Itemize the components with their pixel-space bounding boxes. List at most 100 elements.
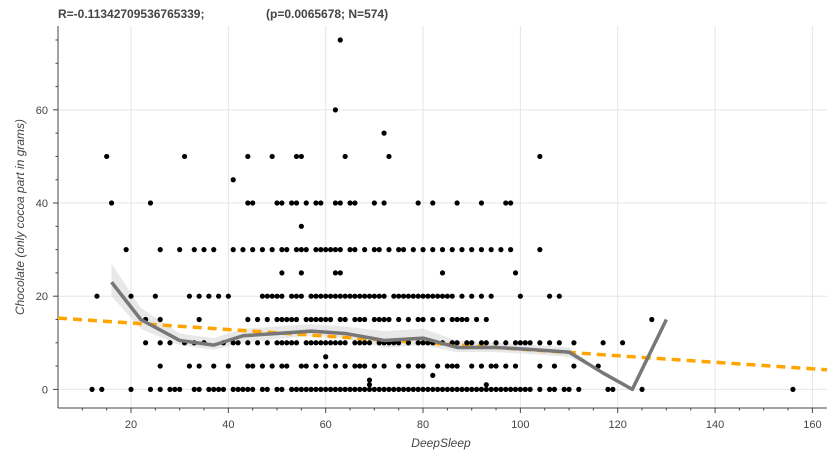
regression-line xyxy=(57,316,828,372)
data-point xyxy=(240,386,246,392)
data-point xyxy=(488,247,494,253)
data-point xyxy=(415,316,421,323)
data-point xyxy=(517,293,523,299)
data-point xyxy=(352,386,358,392)
x-axis-label: DeepSleep xyxy=(411,436,471,450)
data-point xyxy=(435,386,441,392)
data-point xyxy=(444,293,450,299)
data-point xyxy=(415,340,421,346)
data-point xyxy=(391,293,397,299)
data-point xyxy=(469,363,475,369)
data-point xyxy=(225,293,231,299)
data-point xyxy=(566,386,572,392)
data-point xyxy=(498,386,504,392)
data-point xyxy=(303,363,309,369)
data-point xyxy=(498,247,504,253)
data-point xyxy=(464,386,470,392)
data-point xyxy=(517,340,523,346)
data-point xyxy=(371,363,377,369)
data-point xyxy=(362,386,368,392)
data-point xyxy=(571,340,577,346)
data-point xyxy=(342,153,348,160)
data-point xyxy=(430,316,436,323)
data-point xyxy=(362,247,368,253)
data-point xyxy=(293,200,300,206)
data-point xyxy=(410,247,416,253)
data-point xyxy=(206,386,212,392)
data-point xyxy=(269,153,275,160)
data-point xyxy=(483,382,489,388)
data-point xyxy=(488,293,494,299)
data-point xyxy=(298,153,304,160)
data-point xyxy=(342,316,348,323)
data-point xyxy=(318,340,324,346)
data-point xyxy=(279,316,285,323)
smooth-curve xyxy=(110,281,668,392)
data-point xyxy=(366,293,373,299)
data-point xyxy=(191,386,197,392)
data-point xyxy=(298,386,304,392)
data-point xyxy=(420,363,426,369)
data-point xyxy=(337,200,343,206)
data-point xyxy=(430,247,436,253)
data-point xyxy=(298,270,304,276)
data-point xyxy=(410,293,416,299)
data-point xyxy=(362,363,368,369)
data-point xyxy=(415,363,421,369)
data-point xyxy=(313,200,319,206)
data-point xyxy=(420,316,426,323)
data-point xyxy=(274,386,280,392)
data-point xyxy=(400,386,407,392)
data-point xyxy=(537,386,543,392)
data-point xyxy=(357,363,363,369)
data-point xyxy=(318,293,324,299)
y-axis-label: Chocolate (only cocoa part in grams) xyxy=(13,119,27,315)
data-point xyxy=(376,316,382,323)
data-point xyxy=(157,363,163,369)
data-point xyxy=(439,293,446,299)
data-point xyxy=(327,316,334,323)
data-point xyxy=(308,316,314,323)
data-point xyxy=(323,354,329,360)
data-point xyxy=(352,200,358,206)
data-point xyxy=(337,247,343,253)
data-point xyxy=(512,270,519,276)
data-point xyxy=(649,316,655,323)
data-point xyxy=(352,316,358,323)
data-point xyxy=(284,363,290,369)
data-point xyxy=(512,340,519,346)
data-point xyxy=(454,200,460,206)
data-point xyxy=(342,363,348,369)
data-point xyxy=(293,153,300,160)
data-point xyxy=(104,153,110,160)
data-point xyxy=(108,200,115,206)
data-point xyxy=(230,177,236,183)
data-point xyxy=(245,200,251,206)
data-point xyxy=(342,293,348,299)
data-point xyxy=(376,247,382,253)
data-point xyxy=(128,293,134,299)
data-point xyxy=(420,340,426,346)
data-point xyxy=(366,340,373,346)
data-point xyxy=(459,247,465,253)
data-point xyxy=(284,316,290,323)
data-point xyxy=(362,293,368,299)
data-point xyxy=(405,293,412,299)
data-point xyxy=(430,372,436,378)
data-point xyxy=(415,386,421,392)
data-point xyxy=(508,386,514,392)
x-tick-label: 160 xyxy=(803,419,821,431)
data-point xyxy=(503,386,509,392)
data-point xyxy=(211,363,217,369)
data-point xyxy=(420,386,426,392)
data-point xyxy=(503,200,509,206)
data-point xyxy=(386,153,392,160)
data-point xyxy=(303,340,309,346)
data-point xyxy=(313,247,319,253)
plot-area xyxy=(57,37,828,392)
data-point xyxy=(289,200,295,206)
data-point xyxy=(459,386,465,392)
data-point xyxy=(259,293,266,299)
data-point xyxy=(318,386,324,392)
